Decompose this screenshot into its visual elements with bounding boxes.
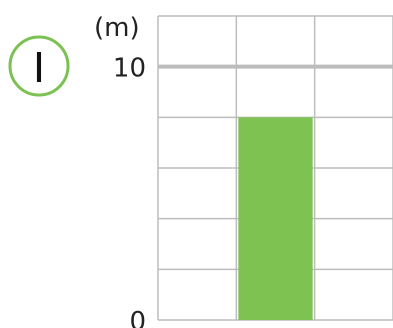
- grid-layer: [157, 15, 393, 321]
- badge-label: I: [33, 43, 45, 92]
- tick-label-layer: 0 10: [113, 54, 146, 328]
- y-tick-label: 0: [129, 307, 146, 328]
- y-unit-label: (m): [94, 13, 140, 43]
- badge-circle: [8, 35, 70, 97]
- bar: [238, 117, 313, 320]
- bar-layer: [238, 117, 313, 320]
- y-tick-label: 10: [113, 54, 146, 84]
